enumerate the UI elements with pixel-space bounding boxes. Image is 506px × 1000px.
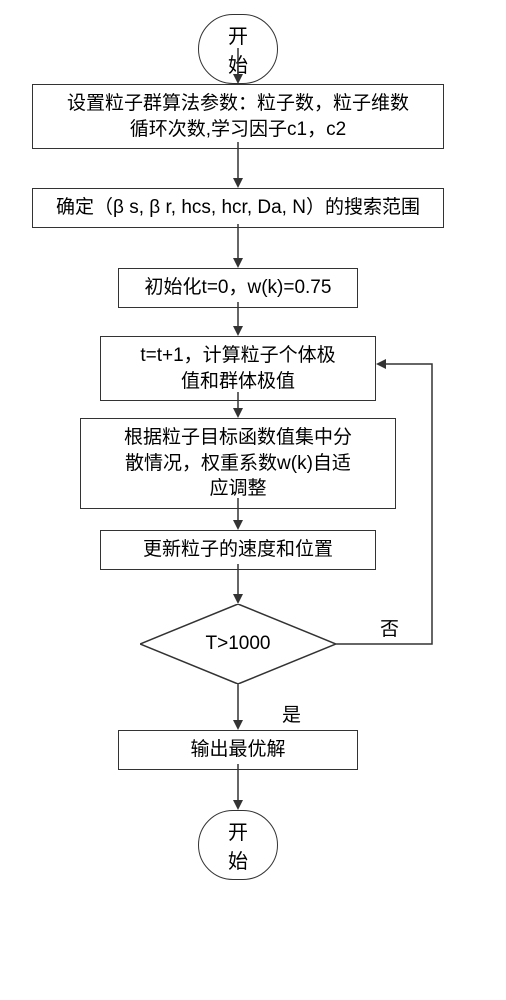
arrow-out-end [230, 764, 246, 810]
edge-label-yes: 是 [282, 700, 301, 727]
flow-node-adjust-label: 根据粒子目标函数值集中分散情况，权重系数w(k)自适应调整 [124, 427, 352, 499]
arrow-n5-n6 [230, 498, 246, 530]
flow-node-search-range-label: 确定（β s, β r, hcs, hcr, Da, N）的搜索范围 [56, 197, 420, 218]
flow-node-update-label: 更新粒子的速度和位置 [143, 539, 333, 560]
arrow-n4-n5 [230, 392, 246, 418]
flow-node-output-label: 输出最优解 [190, 739, 285, 760]
flow-node-compute-label: t=t+1，计算粒子个体极值和群体极值 [140, 345, 335, 392]
arrow-dec-out [230, 684, 246, 730]
arrow-n6-dec [230, 564, 246, 604]
flow-node-init-label: 初始化t=0，w(k)=0.75 [145, 277, 332, 298]
arrow-start-n1 [230, 48, 246, 84]
flow-end: 开始 [198, 810, 278, 880]
flow-node-params: 设置粒子群算法参数：粒子数，粒子维数循环次数,学习因子c1，c2 [32, 84, 444, 149]
arrow-n2-n3 [230, 224, 246, 268]
arrow-n1-n2 [230, 142, 246, 188]
flow-node-search-range: 确定（β s, β r, hcs, hcr, Da, N）的搜索范围 [32, 188, 444, 228]
arrow-loop-no [336, 356, 446, 652]
arrow-n3-n4 [230, 302, 246, 336]
edge-label-no: 否 [380, 614, 399, 641]
flow-decision: T>1000 [140, 604, 336, 684]
flow-decision-label: T>1000 [206, 633, 271, 655]
flow-node-params-label: 设置粒子群算法参数：粒子数，粒子维数循环次数,学习因子c1，c2 [67, 93, 409, 140]
flow-end-label: 开始 [228, 822, 248, 873]
